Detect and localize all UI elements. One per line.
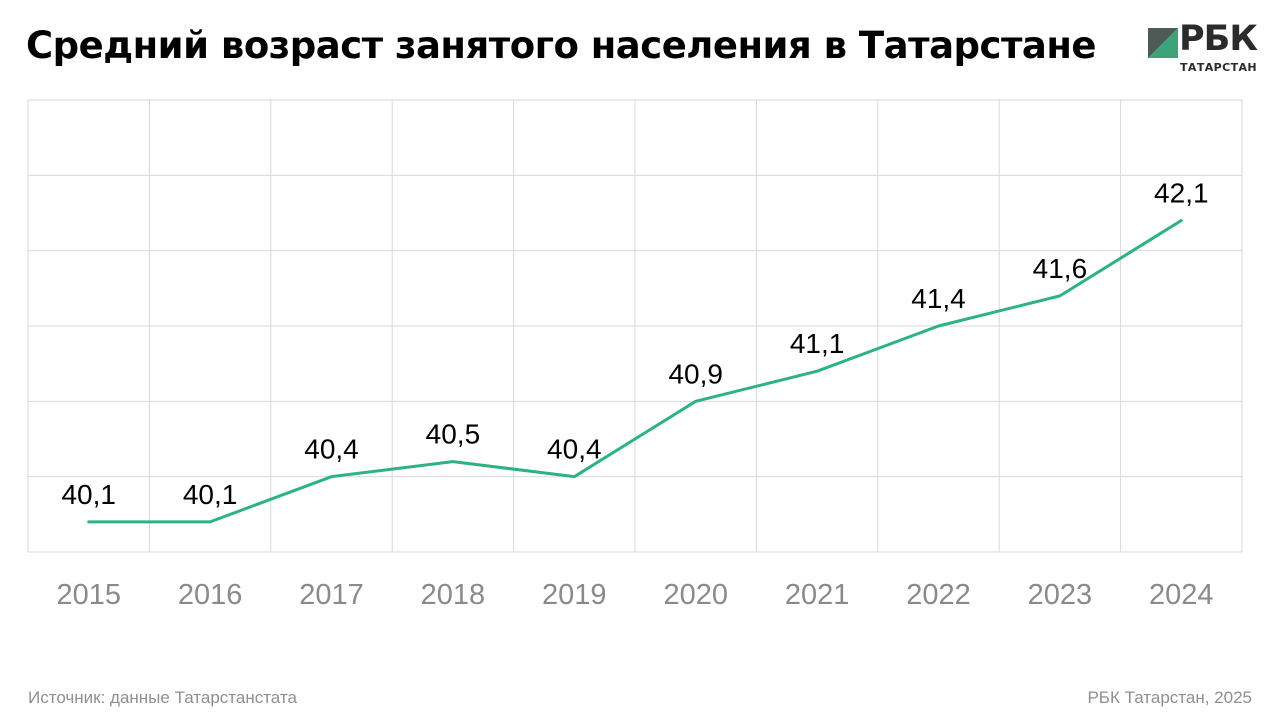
credit-note: РБК Татарстан, 2025 <box>1087 688 1252 707</box>
x-tick-label: 2020 <box>663 579 728 611</box>
chart-x-axis: 2015 2016 2017 2018 2019 2020 2021 2022 2023 2024 <box>56 579 1213 611</box>
data-label: 42,1 <box>1154 178 1209 209</box>
source-note: Источник: данные Татарстанстата <box>28 688 297 707</box>
data-label: 40,4 <box>304 434 359 465</box>
data-label: 40,9 <box>668 358 723 389</box>
x-tick-label: 2018 <box>421 579 486 611</box>
x-tick-label: 2016 <box>178 579 243 611</box>
chart-grid <box>27 99 1243 553</box>
x-tick-label: 2015 <box>56 579 121 611</box>
x-tick-label: 2021 <box>785 579 850 611</box>
data-label: 40,1 <box>183 479 238 510</box>
chart-series <box>87 219 1183 524</box>
data-label: 41,6 <box>1033 253 1088 284</box>
x-tick-label: 2022 <box>906 579 971 611</box>
logo-brand: РБК <box>1179 19 1258 59</box>
rbc-logo: РБК ТАТАРСТАН <box>1148 22 1258 76</box>
chart-data-labels: 40,1 40,1 40,4 40,5 40,4 40,9 41,1 41,4 41,6 42,1 <box>61 178 1208 510</box>
data-label: 40,4 <box>547 434 602 465</box>
chart-title: Средний возраст занятого населения в Тат… <box>26 24 1097 67</box>
data-label: 40,5 <box>426 419 481 450</box>
data-label: 40,1 <box>61 479 116 510</box>
x-tick-label: 2023 <box>1028 579 1093 611</box>
x-tick-label: 2017 <box>299 579 364 611</box>
logo-subtitle: ТАТАРСТАН <box>1180 61 1257 74</box>
rbc-logo-mark-icon <box>1148 28 1178 58</box>
x-tick-label: 2019 <box>542 579 607 611</box>
series-line <box>87 219 1183 524</box>
data-label: 41,1 <box>790 328 845 359</box>
data-label: 41,4 <box>911 283 966 314</box>
x-tick-label: 2024 <box>1149 579 1214 611</box>
